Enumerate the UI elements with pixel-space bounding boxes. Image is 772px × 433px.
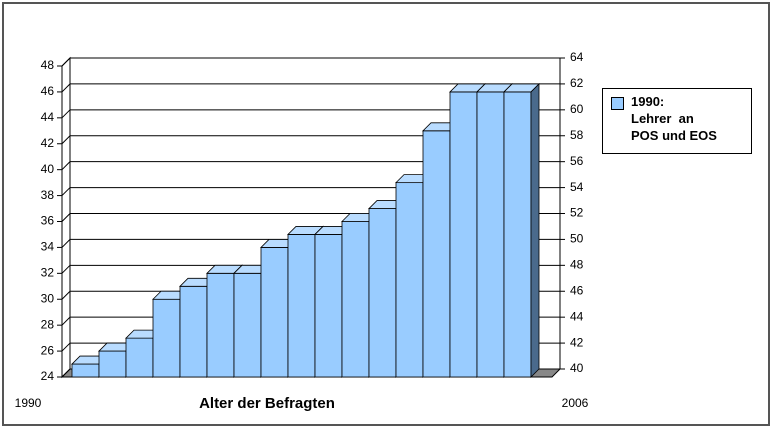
y2-tick-label: 50: [570, 232, 584, 246]
y-tick-label: 46: [41, 84, 55, 98]
y2-tick-label: 42: [570, 335, 584, 349]
x-tick-label: 2006: [562, 396, 589, 410]
y-tick-label: 38: [41, 188, 55, 202]
y-tick-label: 36: [41, 214, 55, 228]
bar: [341, 221, 370, 378]
bar: [179, 285, 208, 378]
grid-line: [61, 57, 560, 67]
y2-tick-label: 40: [570, 361, 584, 375]
bar: [314, 234, 343, 378]
bar: [206, 272, 235, 378]
grid-line: [61, 135, 560, 145]
bar: [71, 363, 100, 378]
y2-tick-label: 48: [570, 258, 584, 272]
bar-side: [530, 82, 540, 378]
y2-tick-label: 52: [570, 206, 584, 220]
y-tick-label: 30: [41, 291, 55, 305]
grid-line: [61, 161, 560, 171]
y2-tick-label: 60: [570, 102, 584, 116]
y2-tick-label: 56: [570, 154, 584, 168]
y-tick-label: 42: [41, 136, 55, 150]
y2-tick-label: 54: [570, 180, 584, 194]
bar: [422, 130, 451, 378]
y-tick-label: 24: [41, 369, 55, 383]
bar: [287, 234, 316, 378]
y2-tick-label: 62: [570, 76, 584, 90]
legend-label: 1990: Lehrer an POS und EOS: [631, 94, 717, 143]
bar: [449, 91, 478, 378]
y-tick-label: 44: [41, 110, 55, 124]
bar: [152, 298, 181, 378]
y-tick-label: 32: [41, 266, 55, 280]
plot: 24 26 28 30 32 34 36 38 40 42 44 46 48 40 42 44 46 48 50 52…: [15, 50, 589, 410]
bar: [98, 350, 127, 378]
bar: [476, 91, 505, 378]
bar: [368, 208, 397, 378]
bar: [125, 337, 154, 378]
bar: [503, 91, 532, 378]
grid-line: [61, 83, 560, 93]
legend: 1990: Lehrer an POS und EOS: [602, 88, 752, 154]
y-tick-label: 26: [41, 343, 55, 357]
y-tick-label: 34: [41, 240, 55, 254]
y2-tick-label: 44: [570, 309, 584, 323]
y2-tick-label: 58: [570, 128, 584, 142]
bar: [260, 247, 289, 378]
y-tick-label: 40: [41, 162, 55, 176]
y-tick-label: 28: [41, 317, 55, 331]
x-tick-label: 1990: [15, 396, 42, 410]
y2-tick-label: 64: [570, 50, 584, 64]
bar: [395, 182, 424, 378]
grid-line: [61, 109, 560, 119]
x-axis-title: Alter der Befragten: [199, 395, 335, 412]
bar: [233, 272, 262, 378]
legend-swatch: [611, 97, 624, 110]
y-tick-label: 48: [41, 58, 55, 72]
y2-tick-label: 46: [570, 283, 584, 297]
